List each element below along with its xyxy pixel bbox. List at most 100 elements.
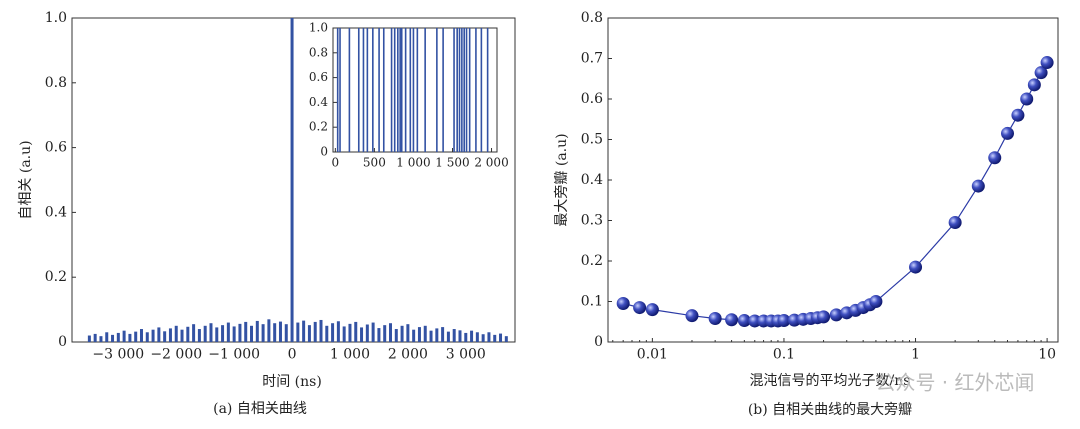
y-tick-label: 0.2 [309, 120, 328, 134]
bar [209, 323, 213, 342]
bar [441, 327, 445, 342]
bar [339, 28, 341, 152]
bar [465, 28, 468, 152]
point [1034, 66, 1048, 80]
bar [456, 28, 458, 152]
y-tick-label: 0.4 [309, 95, 328, 109]
x-tick-label: −1 000 [208, 347, 260, 363]
bar [458, 28, 461, 152]
bar [203, 325, 207, 342]
bar [267, 319, 271, 342]
y-tick-label: 0 [594, 334, 603, 350]
x-tick-label: −3 000 [92, 347, 144, 363]
bar [93, 333, 97, 342]
bar [412, 329, 416, 342]
x-tick-label: 500 [363, 155, 386, 169]
bar [382, 28, 385, 152]
bar [357, 28, 360, 152]
bar [412, 28, 415, 152]
bar [174, 325, 178, 342]
bar [397, 28, 399, 152]
caption: (b) 自相关曲线的最大旁瓣 [748, 401, 912, 418]
bar [499, 333, 503, 342]
x-tick-label: 1 000 [330, 347, 370, 363]
bar [417, 327, 421, 342]
x-tick-label: 0 [332, 155, 340, 169]
bar [475, 28, 477, 152]
bar [348, 28, 351, 152]
bar [404, 28, 407, 152]
bar [406, 324, 410, 342]
bar [151, 329, 155, 342]
bar [336, 28, 339, 152]
bar [366, 28, 369, 152]
bar [400, 28, 403, 152]
x-tick-label: 1 000 [396, 155, 430, 169]
x-tick-label: 2 000 [474, 155, 508, 169]
bar [284, 324, 288, 342]
plot-frame [332, 27, 498, 153]
point [685, 309, 699, 323]
bar [481, 334, 485, 342]
x-tick-label: 0 [288, 347, 297, 363]
point [817, 310, 831, 324]
bar [424, 28, 426, 152]
bar [250, 325, 254, 342]
point [737, 314, 751, 328]
bar [371, 322, 375, 342]
point [909, 260, 923, 274]
bar [215, 327, 219, 342]
bar [168, 328, 172, 342]
bar [463, 28, 465, 152]
bar [377, 328, 381, 342]
watermark: 公众号 · 红外芯闻 [875, 371, 1034, 395]
bar [453, 28, 455, 152]
bar [372, 28, 374, 152]
bar [435, 328, 439, 342]
x-tick-label: 0.01 [637, 347, 668, 363]
bar [461, 28, 463, 152]
point [645, 303, 659, 317]
bar [442, 28, 444, 152]
bar [157, 327, 161, 342]
point [708, 312, 722, 326]
bar [226, 322, 230, 342]
bar [296, 322, 300, 342]
x-tick-label: 0.1 [773, 347, 795, 363]
y-tick-label: 0.6 [581, 91, 603, 107]
y-tick-label: 0 [320, 145, 328, 159]
bar [111, 334, 115, 342]
bar [487, 332, 491, 342]
bar [464, 332, 468, 342]
x-tick-label: 1 [911, 347, 920, 363]
bar [313, 321, 317, 342]
bar [238, 323, 242, 342]
y-tick-label: 1.0 [309, 21, 328, 35]
point [1040, 56, 1054, 70]
y-tick-label: 0 [58, 334, 67, 350]
bar [354, 321, 358, 342]
point [633, 301, 647, 315]
y-tick-label: 1.0 [45, 10, 67, 26]
x-axis-title: 时间 (ns) [262, 374, 322, 390]
caption: (a) 自相关曲线 [213, 401, 307, 417]
bar [400, 325, 404, 342]
bar [87, 335, 91, 342]
x-tick-label: 3 000 [446, 347, 486, 363]
bar [278, 321, 282, 342]
bar [99, 336, 103, 342]
bar [336, 321, 340, 342]
bar [232, 326, 236, 342]
bar [319, 319, 323, 342]
bar [348, 323, 352, 342]
bar [436, 28, 438, 152]
y-tick-label: 0.6 [309, 70, 328, 84]
point [829, 308, 843, 322]
bar [105, 332, 109, 342]
bar [197, 329, 201, 342]
bar [290, 18, 294, 342]
bar [468, 28, 471, 152]
bar [423, 325, 427, 342]
bar [221, 325, 225, 342]
